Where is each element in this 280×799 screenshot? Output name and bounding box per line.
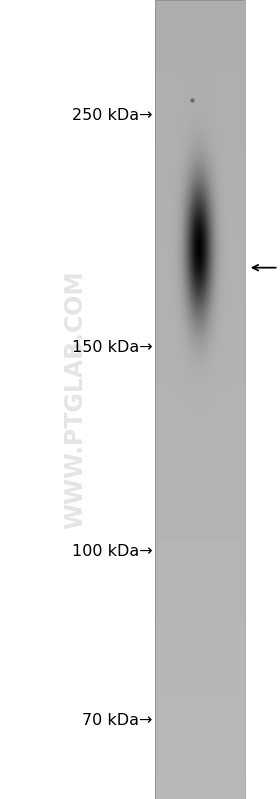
Text: 150 kDa→: 150 kDa→ [72,340,153,355]
Text: 70 kDa→: 70 kDa→ [82,714,153,728]
Text: WWW.PTGLAB.COM: WWW.PTGLAB.COM [64,270,88,529]
Text: 250 kDa→: 250 kDa→ [72,109,153,123]
Bar [155,0,245,799]
Text: 100 kDa→: 100 kDa→ [72,544,153,559]
